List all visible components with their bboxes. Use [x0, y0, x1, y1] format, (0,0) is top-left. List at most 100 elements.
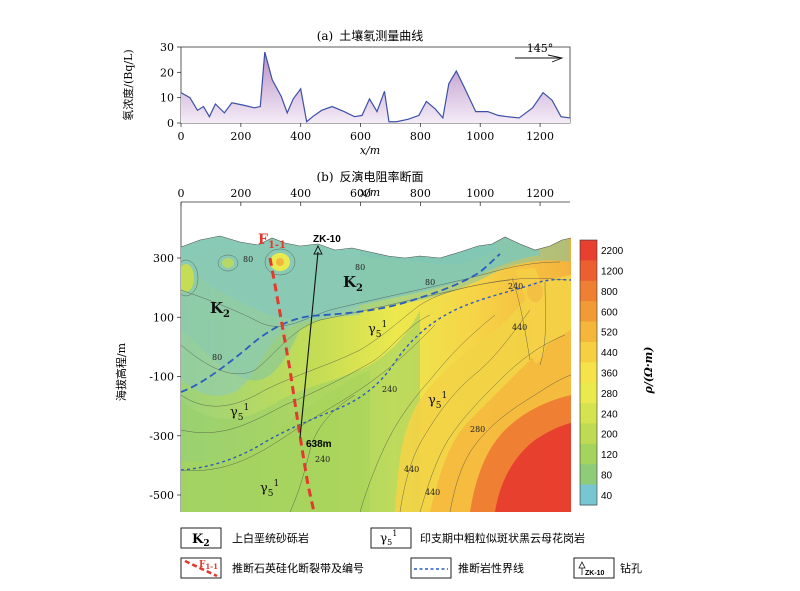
- unit-label-gamma: γ51: [260, 479, 279, 499]
- colorbar-tick-label: 600: [601, 307, 618, 318]
- colorbar-swatch: [580, 321, 597, 343]
- resistivity-field: 80 80 80 240 240 240 280 440 440 440 80: [181, 236, 571, 512]
- legend-k2-symbol: K2: [192, 532, 210, 549]
- colorbar-tick-label: 280: [601, 389, 618, 400]
- x-tick-label: 200: [230, 130, 251, 143]
- contour-label: 80: [425, 278, 435, 287]
- y-tick-label: -500: [149, 489, 174, 502]
- colorbar-tick-label: 200: [601, 430, 618, 441]
- unit-label-k2: K2: [343, 273, 363, 294]
- colorbar-tick-label: 440: [601, 348, 618, 359]
- unit-label-gamma: γ51: [428, 391, 447, 411]
- colorbar-swatch: [580, 240, 597, 261]
- x-tick-label: 1200: [526, 130, 554, 143]
- legend: K2 上白垩统砂砾岩 γ51 印支期中粗粒似斑状黑云母花岗岩 F1-1 推断石英…: [180, 527, 642, 579]
- x-tick-label: 800: [410, 130, 431, 143]
- colorbar-swatch: [580, 443, 597, 465]
- radon-area: [181, 52, 570, 123]
- direction-label: 145°: [527, 42, 554, 55]
- contour-label: 80: [212, 353, 222, 362]
- contour-label: 440: [404, 465, 419, 474]
- contour-label: 80: [243, 255, 253, 264]
- x-tick-label: 800: [410, 187, 431, 200]
- contour-label: 440: [425, 488, 440, 497]
- section-y-label: 海拔高程/m: [114, 342, 128, 401]
- legend-borehole-swatch: [573, 557, 615, 579]
- y-tick-label: 10: [160, 92, 174, 105]
- legend-gamma-text: 印支期中粗粒似斑状黑云母花岗岩: [420, 531, 585, 545]
- colorbar-swatch: [580, 362, 597, 384]
- colorbar-tick-label: 80: [601, 470, 613, 481]
- colorbar-tick-label: 1200: [601, 267, 624, 278]
- y-tick-label: 0: [167, 117, 174, 130]
- x-tick-label: 600: [350, 130, 371, 143]
- contour-label: 80: [355, 263, 365, 272]
- colorbar-swatch: [580, 464, 597, 486]
- contour-label: 240: [382, 385, 397, 394]
- contour-label: 440: [512, 323, 527, 332]
- fault-label: F1-1: [258, 232, 286, 251]
- colorbar-swatch: [580, 341, 597, 363]
- x-tick-label: 1200: [526, 187, 554, 200]
- section-chart-title: (b) 反演电阻率断面: [316, 169, 423, 184]
- colorbar-tick-label: 520: [601, 328, 618, 339]
- colorbar-swatch: [580, 301, 597, 323]
- legend-fault-line: [184, 559, 218, 578]
- unit-label-gamma: γ51: [230, 403, 249, 423]
- colorbar-tick-label: 40: [601, 491, 613, 502]
- legend-k2-swatch: [180, 527, 222, 549]
- x-tick-label: 400: [290, 187, 311, 200]
- x-tick-label: 600: [350, 187, 371, 200]
- topography-line: [180, 235, 572, 259]
- contour-label: 240: [315, 455, 330, 464]
- y-tick-label: -100: [149, 371, 174, 384]
- x-tick-label: 1000: [466, 187, 494, 200]
- x-tick-label: 400: [290, 130, 311, 143]
- x-tick-label: 1000: [466, 130, 494, 143]
- colorbar-label: ρ/(Ω·m): [642, 346, 655, 394]
- x-tick-label: 200: [230, 187, 251, 200]
- colorbar-swatch: [580, 403, 597, 424]
- legend-gamma-swatch: [370, 527, 412, 549]
- unit-label-k2: K2: [210, 299, 230, 320]
- legend-borehole-text: 钻孔: [620, 561, 642, 575]
- colorbar-tick-label: 2200: [601, 246, 624, 257]
- legend-borehole-symbol: ZK-10: [585, 570, 605, 577]
- radon-x-axis: 0 200 400 600 800 1000 1200: [178, 123, 554, 143]
- legend-k2-text: 上白垩统砂砾岩: [232, 531, 309, 545]
- radon-chart-title: (a) 土壤氡测量曲线: [317, 28, 424, 43]
- granite-labels: γ51 γ51 γ51 γ51: [230, 320, 447, 499]
- colorbar-tick-label: 240: [601, 409, 618, 420]
- section-x-axis: 0 200 400 600 800 1000 1200: [178, 187, 554, 206]
- x-tick-label: 0: [178, 187, 185, 200]
- boundary-upper: [181, 253, 501, 393]
- x-tick-label: 0: [178, 130, 185, 143]
- legend-fault-text: 推断石英硅化断裂带及编号: [232, 561, 364, 575]
- radon-line: [180, 51, 571, 123]
- colorbar-swatch: [580, 423, 597, 445]
- colorbar-swatch: [580, 260, 597, 282]
- borehole-line: [299, 251, 319, 439]
- legend-boundary-text: 推断岩性界线: [458, 561, 524, 575]
- colorbar: 2200 1200 800 600 520 440 360 280 240 200 120 80 40: [579, 239, 624, 506]
- colorbar-tick-label: 800: [601, 287, 618, 298]
- y-tick-label: 100: [153, 311, 174, 324]
- radon-y-axis: 0 10 20 30: [160, 41, 181, 130]
- colorbar-swatch: [580, 382, 597, 404]
- borehole-depth-label: 638m: [306, 439, 332, 450]
- radon-y-label: 氡浓度/(Bq/L): [121, 49, 135, 120]
- legend-gamma-symbol: γ51: [380, 529, 397, 547]
- section-y-axis: 300 100 -100 -300 -500: [149, 252, 181, 502]
- colorbar-tick-label: 120: [601, 450, 618, 461]
- borehole-symbol: [313, 244, 323, 255]
- legend-fault-symbol: F1-1: [199, 560, 218, 571]
- unit-labels: K2 K2: [210, 273, 363, 320]
- radon-curve-panel: (a) 土壤氡测量曲线 0 10 20 30 0 200 400 600 800 1000 1200…: [121, 28, 571, 157]
- colorbar-swatch: [580, 280, 597, 302]
- colorbar-tick-label: 360: [601, 369, 618, 380]
- direction-arrow: 145°: [515, 42, 564, 63]
- resistivity-section-panel: (b) 反演电阻率断面 x/m 0 200 400 600 800 1000 1200 300…: [114, 169, 655, 513]
- y-tick-label: -300: [149, 430, 174, 443]
- y-tick-label: 30: [160, 41, 174, 54]
